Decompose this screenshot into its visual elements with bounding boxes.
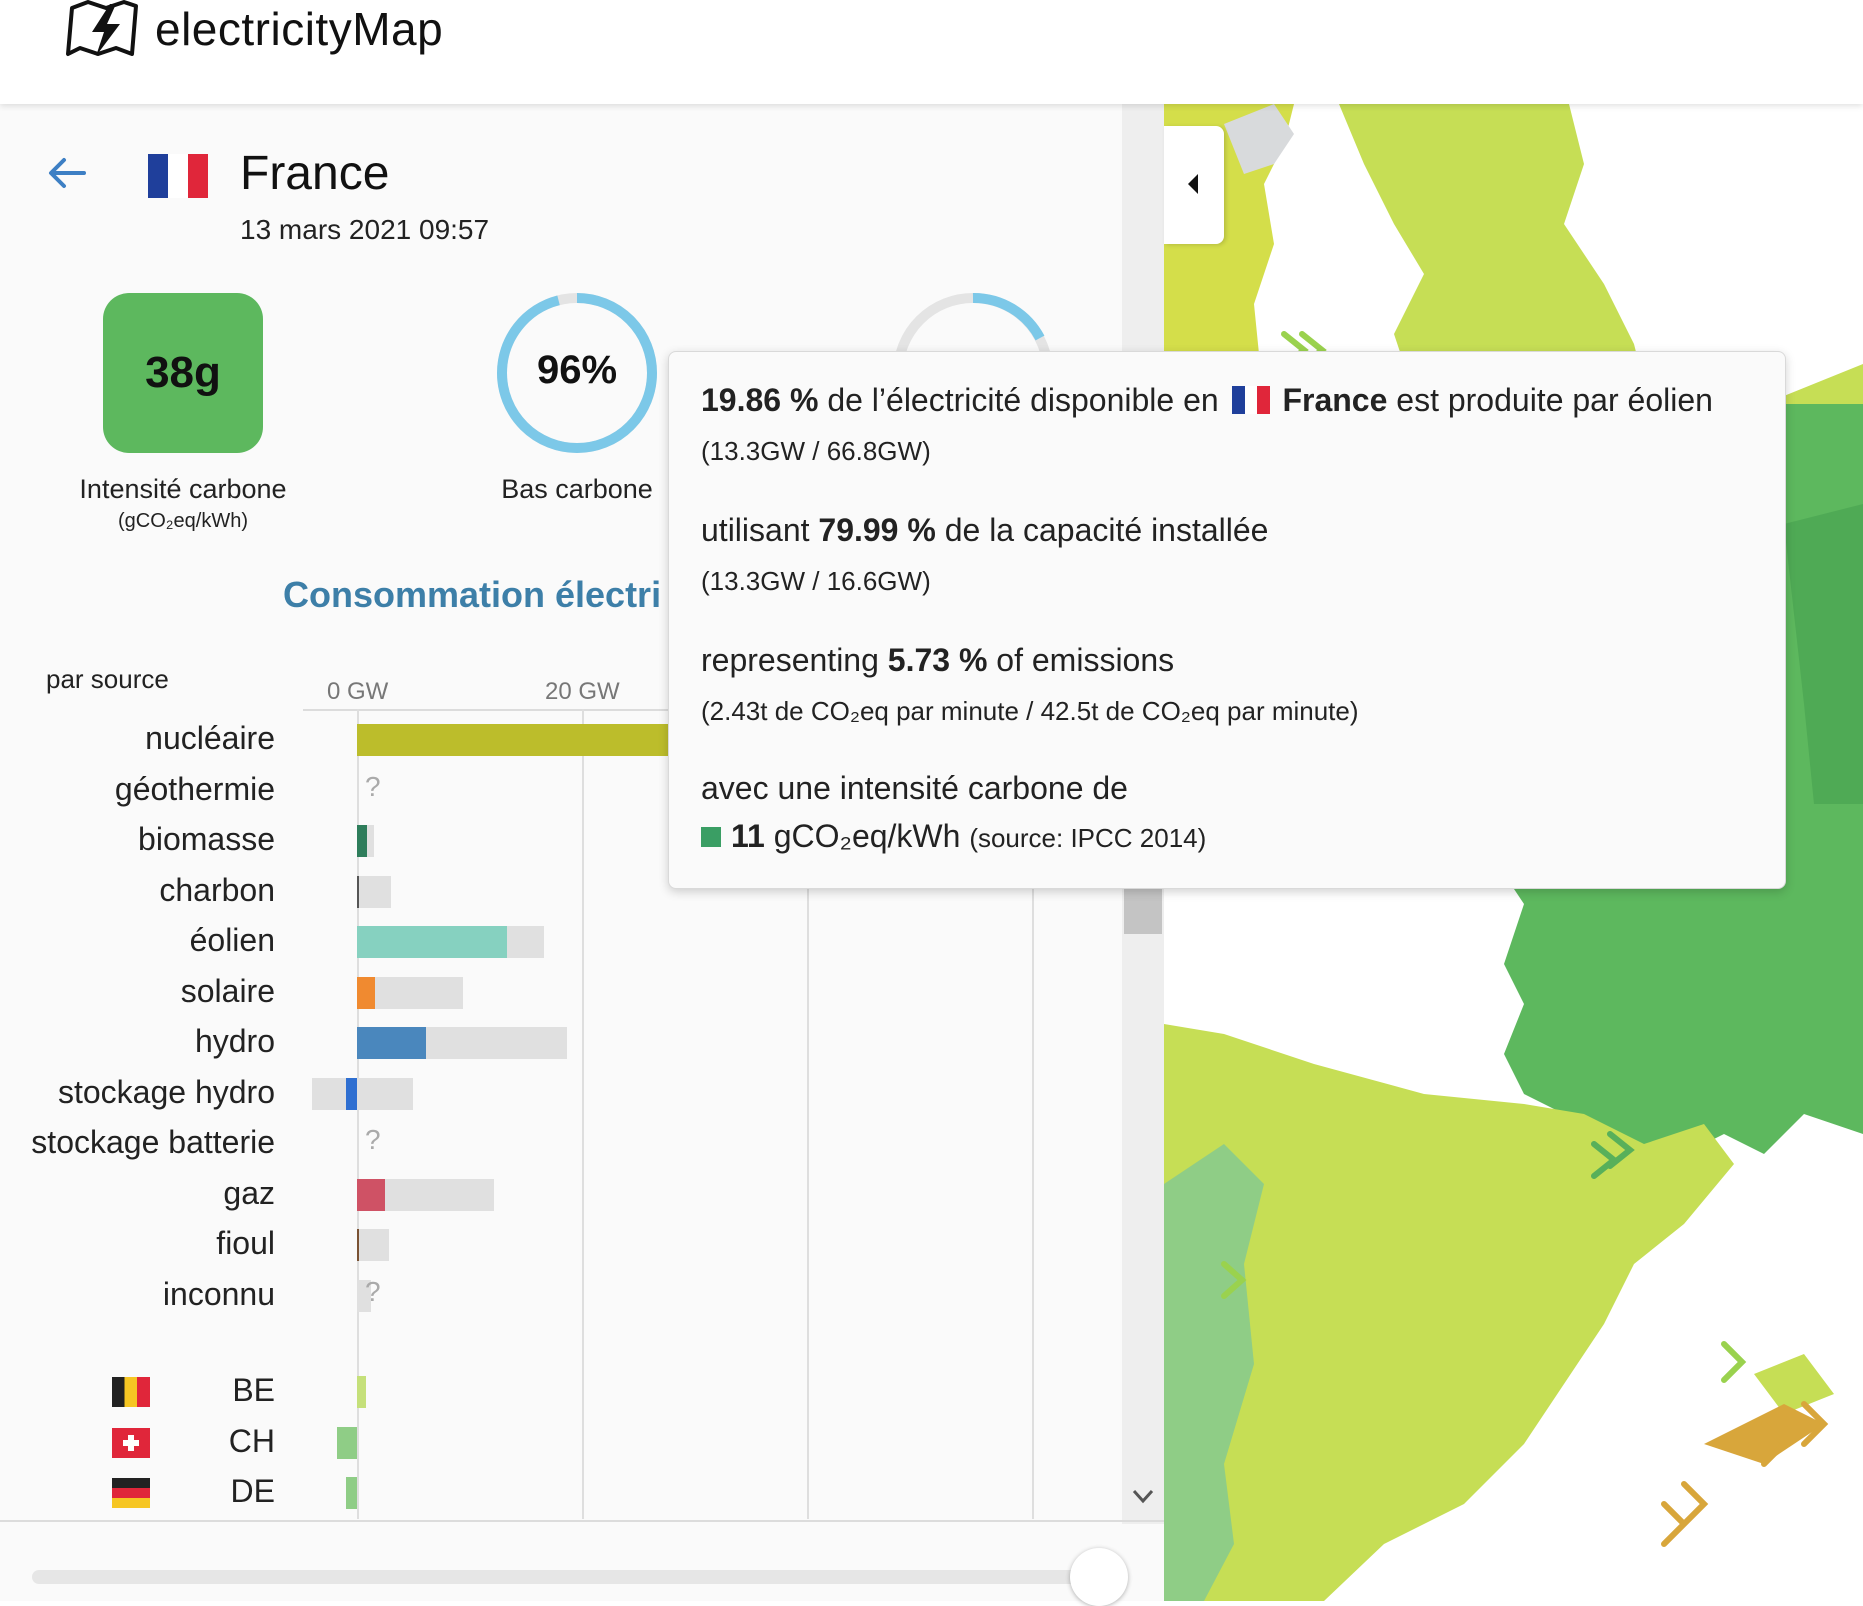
low-carbon-value: 96% (536, 348, 618, 392)
exchange-label-de: DE (230, 1473, 275, 1509)
carbon-intensity-label: Intensité carbone (79, 474, 287, 504)
tooltip-share-post: est produite par éolien (1396, 382, 1713, 418)
tooltip-intensity-pre: avec une intensité carbone de (701, 770, 1128, 806)
tooltip-ci-value: 11 (731, 818, 765, 854)
production-bar-hydro[interactable] (357, 1027, 426, 1059)
row-label-nucleaire: nucléaire (145, 720, 275, 756)
tooltip-cap-post: de la capacité installée (944, 512, 1269, 548)
time-slider-handle[interactable] (1070, 1548, 1128, 1606)
exchange-bar-be[interactable] (357, 1376, 366, 1408)
row-label-gaz: gaz (223, 1174, 275, 1211)
scroll-down-chevron-icon[interactable] (1130, 1486, 1156, 1506)
row-label-fioul: fioul (216, 1225, 275, 1261)
tooltip-color-swatch (701, 827, 721, 847)
grid-line-20 (582, 709, 584, 1519)
capacity-bar-stockage-hydro[interactable] (312, 1077, 414, 1110)
carbon-intensity-value: 38g (145, 348, 221, 397)
tooltip-share-country: France (1282, 382, 1388, 418)
capacity-bar-charbon[interactable] (357, 875, 391, 908)
row-label-charbon: charbon (159, 871, 275, 908)
production-bar-fioul[interactable] (357, 1229, 359, 1261)
grid-line-60 (1032, 709, 1034, 1519)
electricitymap-logo-icon[interactable] (66, 0, 140, 58)
bottom-divider (0, 1520, 1164, 1522)
exchange-label-ch: CH (228, 1422, 275, 1459)
production-bar-charbon[interactable] (357, 875, 359, 908)
tooltip-share-detail: (13.3GW / 66.8GW) (701, 436, 931, 466)
row-label-biomasse: biomasse (138, 821, 275, 857)
unknown-mark-geothermie: ? (365, 770, 381, 802)
row-label-eolien: éolien (189, 922, 275, 958)
consumption-section-title: Consommation électri (283, 574, 662, 615)
axis-tick-20: 20 GW (545, 678, 620, 705)
tooltip-em-pct: 5.73 % (887, 642, 988, 678)
back-arrow-icon[interactable] (44, 150, 90, 196)
unknown-mark-inconnu: ? (365, 1275, 381, 1307)
tooltip-em-pre: representing (701, 642, 879, 678)
production-bar-stockage-hydro[interactable] (345, 1077, 357, 1110)
row-label-geothermie: géothermie (114, 770, 275, 807)
collapse-panel-button[interactable] (1164, 126, 1224, 244)
caret-left-icon (1188, 174, 1198, 194)
row-label-stockage-hydro: stockage hydro (57, 1073, 275, 1110)
flag-be-icon (112, 1377, 150, 1407)
tooltip-share-pct: 19.86 % (701, 382, 819, 418)
row-label-inconnu: inconnu (162, 1275, 275, 1312)
exchange-label-be: BE (232, 1372, 275, 1408)
app-name[interactable]: electricityMap (155, 3, 444, 55)
time-slider-track[interactable] (32, 1570, 1112, 1584)
low-carbon-label: Bas carbone (501, 474, 653, 504)
carbon-intensity-unit: (gCO₂eq/kWh) (117, 510, 248, 532)
flag-de-icon (112, 1478, 150, 1508)
exchange-bar-de[interactable] (345, 1477, 357, 1509)
tooltip-capacity-detail: (13.3GW / 16.6GW) (701, 566, 931, 596)
tooltip-share-line: 19.86 % de l’électricité disponible en F… (701, 382, 1713, 419)
country-name: France (240, 147, 390, 200)
tooltip-capacity-line: utilisant 79.99 % de la capacité install… (701, 512, 1268, 549)
row-label-hydro: hydro (194, 1023, 275, 1059)
tooltip-cap-pct: 79.99 % (818, 512, 936, 548)
tooltip-em-post: of emissions (996, 642, 1175, 678)
flag-ch-icon (112, 1427, 150, 1458)
row-label-stockage-batterie: stockage batterie (31, 1124, 275, 1160)
capacity-bar-inconnu[interactable] (357, 1279, 371, 1312)
france-flag-icon (148, 154, 208, 198)
production-tooltip: 19.86 % de l’électricité disponible en F… (668, 351, 1786, 889)
low-carbon-arc (497, 293, 657, 453)
tooltip-ci-source: (source: IPCC 2014) (969, 823, 1207, 853)
capacity-bar-fioul[interactable] (357, 1229, 389, 1261)
tooltip-cap-pre: utilisant (701, 512, 810, 548)
production-bar-eolien[interactable] (357, 926, 507, 958)
top-header: electricityMap (0, 0, 1863, 104)
by-source-toggle[interactable]: par source (46, 664, 169, 694)
tooltip-share-pre: de l’électricité disponible en (827, 382, 1219, 418)
zone-datetime: 13 mars 2021 09:57 (240, 214, 490, 245)
production-bar-solaire[interactable] (357, 976, 375, 1009)
tooltip-emissions-detail: (2.43t de CO₂eq par minute / 42.5t de CO… (701, 696, 1359, 726)
france-flag-icon (1231, 386, 1270, 414)
tooltip-intensity-line: 11 gCO₂eq/kWh (source: IPCC 2014) (701, 818, 1206, 855)
unknown-mark-stockage-batterie: ? (365, 1124, 381, 1155)
carbon-intensity-box[interactable]: 38g (103, 293, 263, 453)
axis-tick-0: 0 GW (327, 678, 389, 705)
low-carbon-ring[interactable] (494, 290, 660, 456)
production-bar-biomasse[interactable] (357, 825, 368, 857)
grid-line-40 (807, 709, 809, 1519)
exchange-bar-ch[interactable] (336, 1426, 357, 1459)
tooltip-emissions-line: representing 5.73 % of emissions (701, 642, 1174, 679)
row-label-solaire: solaire (180, 972, 275, 1009)
grid-line-0 (357, 709, 359, 1519)
production-bar-gaz[interactable] (357, 1178, 386, 1211)
tooltip-ci-unit: gCO₂eq/kWh (773, 818, 961, 854)
